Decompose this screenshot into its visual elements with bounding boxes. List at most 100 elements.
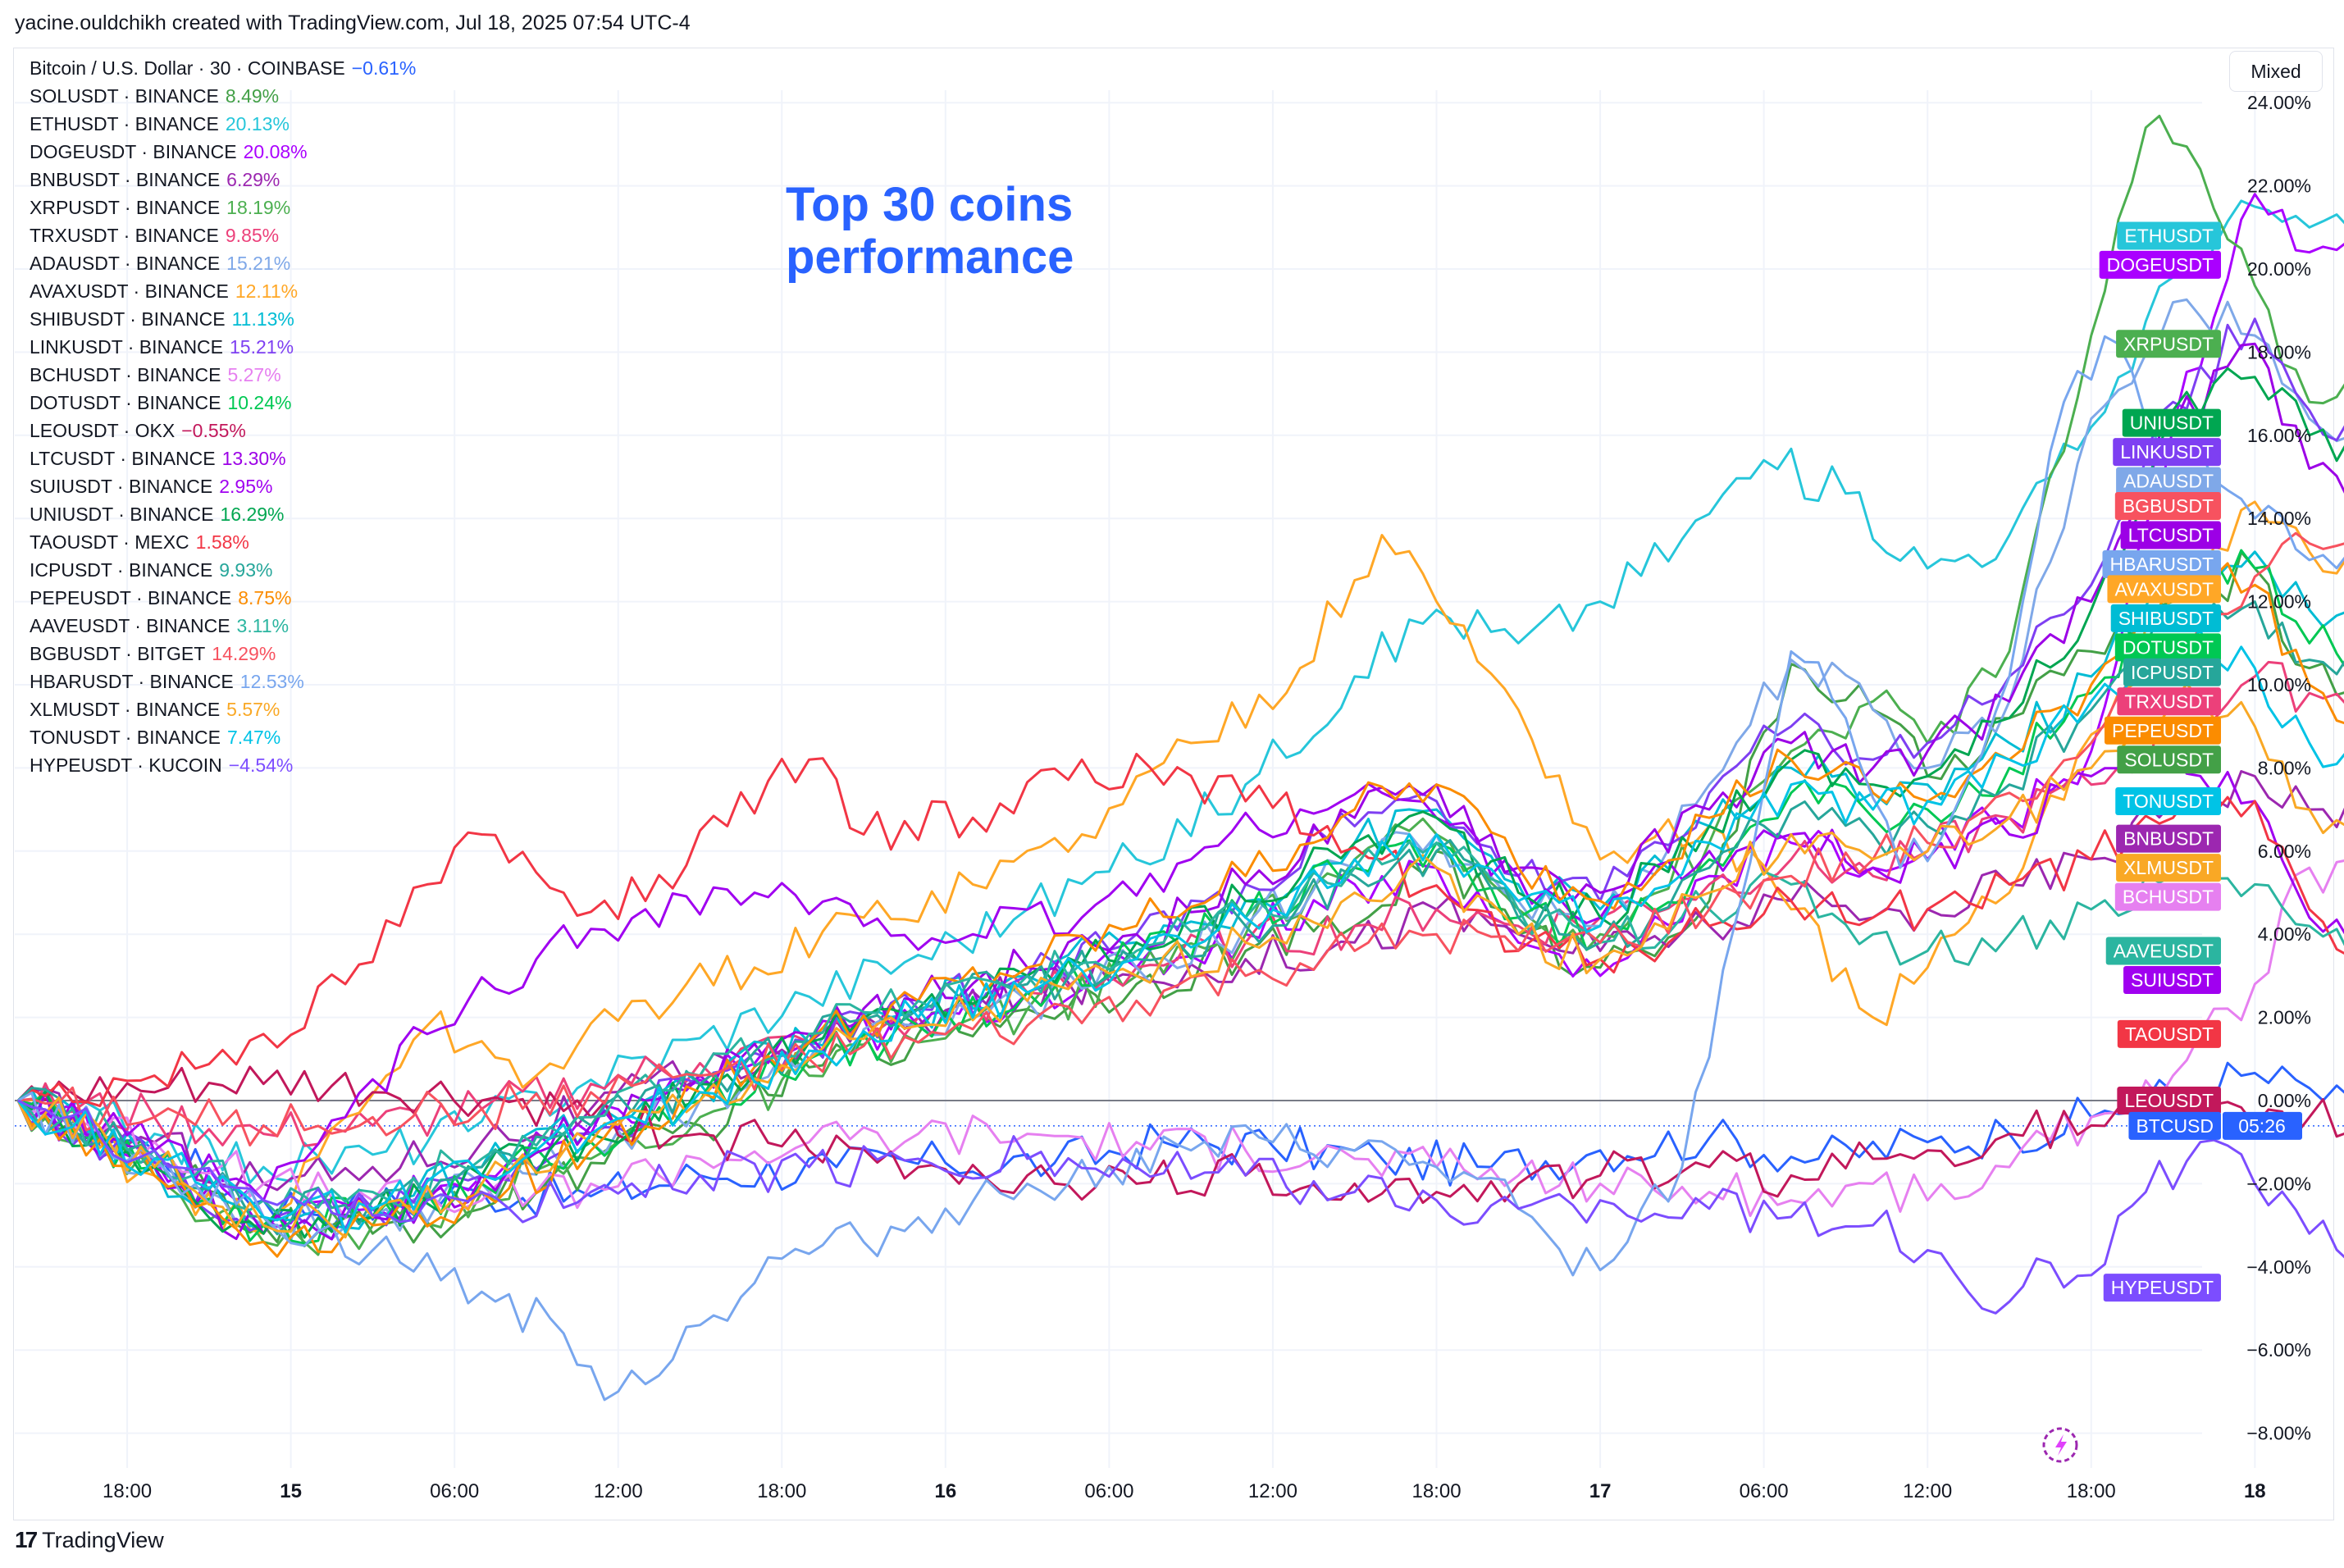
x-tick-label: 18:00 [2067,1480,2116,1502]
series-line-suiusdt [16,750,2344,1202]
y-tick-label: 24.00% [2247,92,2311,113]
legend-change: 12.11% [235,280,299,302]
tradingview-logo-icon: 17 [15,1527,38,1552]
legend-item[interactable]: HBARUSDT · BINANCE 12.53% [30,668,416,695]
legend-change: 13.30% [221,448,286,469]
legend-item[interactable]: Bitcoin / U.S. Dollar · 30 · COINBASE −0.… [30,54,416,82]
legend-item[interactable]: BCHUSDT · BINANCE 5.27% [30,361,416,389]
price-tag-dogeusdt: DOGEUSDT [2099,250,2221,279]
x-tick-label: 12:00 [1248,1480,1297,1502]
price-tag-solusdt: SOLUSDT [2117,745,2221,774]
legend-change: −0.61% [351,57,417,79]
y-tick-label: 16.00% [2247,425,2311,446]
tradingview-logo[interactable]: 17 TradingView [15,1527,164,1553]
legend-item[interactable]: XRPUSDT · BINANCE 18.19% [30,194,416,221]
price-tag-hbarusdt: HBARUSDT [2102,549,2221,578]
price-tag-suiusdt: SUIUSDT [2123,965,2221,994]
legend-change: 16.29% [220,504,285,525]
x-tick-label: 16 [934,1480,956,1502]
legend-symbol: BNBUSDT · BINANCE [30,169,221,190]
legend-change: 14.29% [212,643,276,664]
price-tag-trxusdt: TRXUSDT [2117,687,2221,716]
price-tag-bgbusdt: BGBUSDT [2114,491,2221,520]
series-layer [16,114,2344,1402]
x-tick-label: 12:00 [1903,1480,1952,1502]
y-tick-label: −8.00% [2246,1423,2311,1444]
legend-symbol: ICPUSDT · BINANCE [30,559,213,581]
price-tag-label: HYPEUSDT [2111,1277,2214,1298]
price-tag-label: LTCUSDT [2128,524,2214,545]
legend-item[interactable]: ETHUSDT · BINANCE 20.13% [30,110,416,138]
spark-icon[interactable] [2042,1427,2078,1463]
legend-item[interactable]: ICPUSDT · BINANCE 9.93% [30,556,416,584]
legend-change: 9.93% [219,559,273,581]
price-tag-label: SUIUSDT [2131,969,2214,991]
x-tick-label: 12:00 [594,1480,643,1502]
legend-item[interactable]: ADAUSDT · BINANCE 15.21% [30,249,416,277]
legend-item[interactable]: PEPEUSDT · BINANCE 8.75% [30,584,416,612]
legend-symbol: ETHUSDT · BINANCE [30,113,219,134]
legend-item[interactable]: AAVEUSDT · BINANCE 3.11% [30,612,416,640]
price-tag-label: BCHUSDT [2123,887,2214,908]
legend-item[interactable]: SOLUSDT · BINANCE 8.49% [30,82,416,110]
price-tag-aaveusdt: AAVEUSDT [2105,937,2221,965]
price-tag-label: TRXUSDT [2124,691,2214,712]
y-tick-label: 14.00% [2247,508,2311,529]
series-line-ethusdt [17,199,2344,1184]
legend-symbol: HBARUSDT · BINANCE [30,671,234,692]
legend-symbol: PEPEUSDT · BINANCE [30,587,232,609]
legend-symbol: BCHUSDT · BINANCE [30,364,221,385]
price-tag-bchusdt: BCHUSDT [2114,882,2221,911]
legend-item[interactable]: LINKUSDT · BINANCE 15.21% [30,333,416,361]
scale-mode-button[interactable]: Mixed [2229,51,2323,92]
price-tag-label: XLMUSDT [2123,857,2214,878]
price-tag-label: TONUSDT [2123,791,2214,812]
price-tag-label: AAVEUSDT [2114,940,2214,961]
legend-item[interactable]: LTCUSDT · BINANCE 13.30% [30,444,416,472]
price-tag-pepeusdt: PEPEUSDT [2105,716,2221,745]
legend-item[interactable]: DOTUSDT · BINANCE 10.24% [30,389,416,417]
legend-item[interactable]: SHIBUSDT · BINANCE 11.13% [30,305,416,333]
legend-symbol: TONUSDT · BINANCE [30,727,221,748]
legend-item[interactable]: UNIUSDT · BINANCE 16.29% [30,500,416,528]
legend-item[interactable]: TONUSDT · BINANCE 7.47% [30,723,416,751]
x-tick-label: 18:00 [757,1480,806,1502]
price-tag-adausdt: ADAUSDT [2116,467,2221,495]
legend-item[interactable]: LEOUSDT · OKX −0.55% [30,417,416,444]
legend-item[interactable]: TAOUSDT · MEXC 1.58% [30,528,416,556]
legend-item[interactable]: XLMUSDT · BINANCE 5.57% [30,695,416,723]
countdown-label: 05:26 [2238,1115,2286,1137]
price-tag-shibusdt: SHIBUSDT [2110,604,2221,632]
legend-change: 15.21% [230,336,294,358]
legend-item[interactable]: SUIUSDT · BINANCE 2.95% [30,472,416,500]
y-tick-label: 4.00% [2258,923,2311,945]
legend-symbol: Bitcoin / U.S. Dollar · 30 · COINBASE [30,57,345,79]
x-tick-label: 06:00 [430,1480,479,1502]
price-tag-ltcusdt: LTCUSDT [2120,521,2221,549]
y-tick-label: 10.00% [2247,674,2311,695]
legend-item[interactable]: AVAXUSDT · BINANCE 12.11% [30,277,416,305]
price-tag-label: ICPUSDT [2131,662,2214,683]
legend-symbol: LEOUSDT · OKX [30,420,176,441]
price-tag-icpusdt: ICPUSDT [2123,658,2221,686]
legend-symbol: DOGEUSDT · BINANCE [30,141,237,162]
y-tick-label: −6.00% [2246,1339,2311,1361]
price-tag-label: ADAUSDT [2123,471,2214,492]
price-tag-hypeusdt: HYPEUSDT [2103,1274,2221,1302]
series-line-bgbusdt [17,531,2344,1146]
legend-item[interactable]: BNBUSDT · BINANCE 6.29% [30,166,416,194]
legend-item[interactable]: DOGEUSDT · BINANCE 20.08% [30,138,416,166]
legend-symbol: BGBUSDT · BITGET [30,643,206,664]
price-tag-leousdt: LEOUSDT [2117,1087,2221,1114]
legend-item[interactable]: TRXUSDT · BINANCE 9.85% [30,221,416,249]
chart-credit: yacine.ouldchikh created with TradingVie… [15,11,691,34]
axis-layer: 24.00% 22.00% 20.00% 18.00% 16.00% 14.00% 12.0… [103,92,2311,1502]
legend-change: 1.58% [195,531,249,553]
legend-change: 8.49% [225,85,280,107]
legend-symbol: ADAUSDT · BINANCE [30,253,221,274]
price-tag-linkusdt: LINKUSDT [2113,438,2221,467]
legend-item[interactable]: HYPEUSDT · KUCOIN −4.54% [30,751,416,779]
legend-change: 2.95% [219,476,273,497]
legend-item[interactable]: BGBUSDT · BITGET 14.29% [30,640,416,668]
